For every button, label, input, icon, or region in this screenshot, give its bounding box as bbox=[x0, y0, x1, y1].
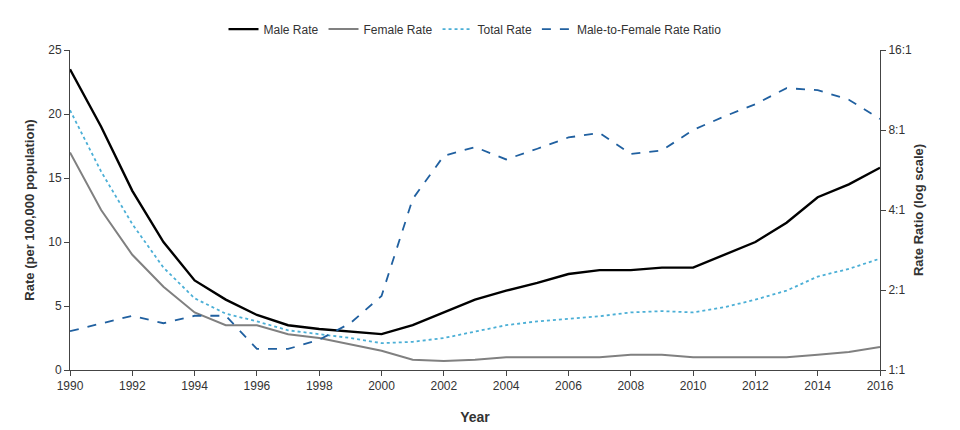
svg-text:2014: 2014 bbox=[804, 379, 831, 393]
svg-text:25: 25 bbox=[48, 43, 62, 57]
svg-text:1990: 1990 bbox=[57, 379, 84, 393]
svg-text:1994: 1994 bbox=[181, 379, 208, 393]
svg-text:2000: 2000 bbox=[368, 379, 395, 393]
svg-text:2012: 2012 bbox=[742, 379, 769, 393]
svg-text:Rate (per 100,000 population): Rate (per 100,000 population) bbox=[22, 119, 37, 300]
svg-text:2006: 2006 bbox=[555, 379, 582, 393]
svg-text:20: 20 bbox=[48, 107, 62, 121]
svg-text:Male Rate: Male Rate bbox=[264, 23, 319, 37]
svg-text:1998: 1998 bbox=[306, 379, 333, 393]
svg-text:5: 5 bbox=[55, 299, 62, 313]
svg-text:Female Rate: Female Rate bbox=[364, 23, 433, 37]
svg-text:1:1: 1:1 bbox=[888, 363, 905, 377]
svg-text:2:1: 2:1 bbox=[888, 283, 905, 297]
svg-text:2010: 2010 bbox=[680, 379, 707, 393]
svg-text:8:1: 8:1 bbox=[888, 123, 905, 137]
svg-text:0: 0 bbox=[55, 363, 62, 377]
svg-text:2008: 2008 bbox=[617, 379, 644, 393]
svg-text:10: 10 bbox=[48, 235, 62, 249]
svg-text:1992: 1992 bbox=[119, 379, 146, 393]
svg-text:Total Rate: Total Rate bbox=[478, 23, 532, 37]
svg-text:4:1: 4:1 bbox=[888, 203, 905, 217]
svg-text:15: 15 bbox=[48, 171, 62, 185]
svg-text:16:1: 16:1 bbox=[888, 43, 912, 57]
svg-text:Male-to-Female Rate Ratio: Male-to-Female Rate Ratio bbox=[577, 23, 721, 37]
svg-text:1996: 1996 bbox=[244, 379, 271, 393]
svg-text:Rate Ratio (log scale): Rate Ratio (log scale) bbox=[911, 144, 926, 276]
svg-text:2016: 2016 bbox=[867, 379, 894, 393]
svg-text:2002: 2002 bbox=[430, 379, 457, 393]
svg-text:Year: Year bbox=[460, 409, 490, 425]
svg-text:2004: 2004 bbox=[493, 379, 520, 393]
